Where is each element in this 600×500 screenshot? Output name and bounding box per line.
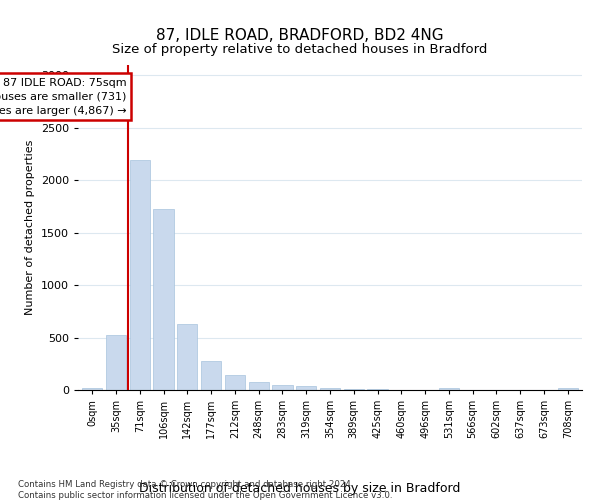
Bar bbox=[439, 388, 459, 390]
Y-axis label: Number of detached properties: Number of detached properties bbox=[25, 140, 35, 315]
Bar bbox=[320, 388, 340, 390]
Bar bbox=[296, 386, 316, 390]
Bar bbox=[557, 388, 578, 390]
Bar bbox=[225, 375, 245, 390]
Bar bbox=[248, 382, 269, 390]
Bar bbox=[201, 360, 221, 390]
Bar bbox=[272, 385, 293, 390]
Text: Distribution of detached houses by size in Bradford: Distribution of detached houses by size … bbox=[139, 482, 461, 495]
Bar bbox=[106, 336, 126, 390]
Text: 87, IDLE ROAD, BRADFORD, BD2 4NG: 87, IDLE ROAD, BRADFORD, BD2 4NG bbox=[156, 28, 444, 42]
Bar bbox=[154, 208, 173, 390]
Bar bbox=[130, 160, 150, 390]
Bar bbox=[344, 389, 364, 390]
Text: 87 IDLE ROAD: 75sqm
← 13% of detached houses are smaller (731)
86% of semi-detac: 87 IDLE ROAD: 75sqm ← 13% of detached ho… bbox=[0, 78, 127, 116]
Bar bbox=[82, 388, 103, 390]
Bar bbox=[177, 324, 197, 390]
Text: Size of property relative to detached houses in Bradford: Size of property relative to detached ho… bbox=[112, 42, 488, 56]
Text: Contains HM Land Registry data © Crown copyright and database right 2024.
Contai: Contains HM Land Registry data © Crown c… bbox=[18, 480, 392, 500]
